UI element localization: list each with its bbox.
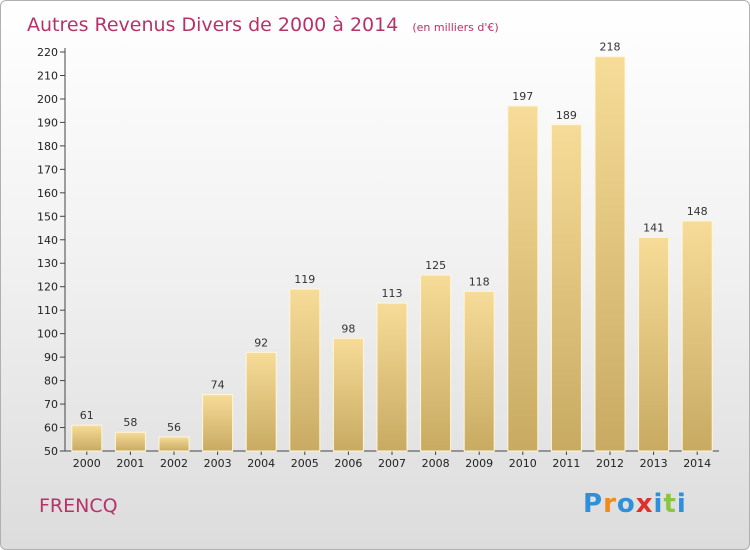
y-tick-label: 140: [37, 234, 58, 247]
x-tick-label: 2013: [640, 457, 668, 470]
x-tick-label: 2010: [509, 457, 537, 470]
axes: 50 60 70 80 90 100 110 120 130 140 150 160 170 180 190…: [37, 46, 719, 470]
bars: 61 58 56 74 92 119 98 113 125 118 197 189 218 141 148: [71, 41, 713, 452]
logo-letter: x: [635, 489, 654, 519]
y-tick-label: 50: [44, 445, 58, 458]
y-tick-label: 90: [44, 351, 58, 364]
chart-title-main: Autres Revenus Divers de 2000 à 2014: [27, 14, 398, 36]
data-label: 98: [341, 322, 355, 335]
proxiti-logo[interactable]: Proxiti: [583, 489, 687, 519]
data-label: 58: [123, 416, 137, 429]
y-tick-label: 180: [37, 140, 58, 153]
data-label: 74: [211, 379, 225, 392]
y-tick-label: 150: [37, 210, 58, 223]
logo-letter: i: [653, 489, 664, 519]
bar: [71, 424, 103, 452]
data-label: 218: [600, 41, 621, 54]
data-label: 61: [80, 409, 94, 422]
x-tick-label: 2003: [204, 457, 232, 470]
bar: [594, 56, 626, 452]
x-tick-label: 2009: [465, 457, 493, 470]
bar: [158, 436, 190, 452]
data-label: 125: [425, 259, 446, 272]
bar: [376, 302, 408, 452]
data-label: 92: [254, 336, 268, 349]
y-tick-label: 200: [37, 93, 58, 106]
y-tick-label: 220: [37, 46, 58, 59]
x-tick-label: 2005: [291, 457, 319, 470]
x-tick-label: 2011: [552, 457, 580, 470]
x-tick-label: 2004: [247, 457, 275, 470]
x-tick-label: 2014: [683, 457, 711, 470]
chart-title-unit: (en milliers d'€): [412, 21, 498, 34]
bar: [463, 290, 495, 452]
logo-letter: r: [603, 489, 617, 519]
bar: [420, 274, 452, 452]
y-tick-label: 60: [44, 422, 58, 435]
commune-name: FRENCQ: [39, 495, 118, 517]
y-tick-label: 160: [37, 187, 58, 200]
logo-letter: P: [583, 489, 604, 519]
y-tick-label: 210: [37, 69, 58, 82]
y-tick-label: 70: [44, 398, 58, 411]
bar: [550, 124, 582, 452]
y-tick-label: 130: [37, 257, 58, 270]
bar: [245, 351, 277, 452]
logo-letter: i: [676, 489, 687, 519]
bar: [332, 337, 364, 452]
data-label: 56: [167, 421, 181, 434]
x-tick-label: 2008: [422, 457, 450, 470]
x-tick-label: 2006: [334, 457, 362, 470]
data-label: 118: [469, 275, 490, 288]
y-tick-label: 120: [37, 281, 58, 294]
data-label: 119: [294, 273, 315, 286]
x-tick-label: 2012: [596, 457, 624, 470]
chart-title: Autres Revenus Divers de 2000 à 2014 (en…: [27, 14, 499, 36]
y-tick-label: 170: [37, 163, 58, 176]
x-tick-label: 2001: [116, 457, 144, 470]
data-label: 113: [382, 287, 403, 300]
x-tick-label: 2000: [73, 457, 101, 470]
y-tick-label: 190: [37, 116, 58, 129]
data-label: 148: [687, 205, 708, 218]
bar: [114, 431, 146, 452]
data-label: 189: [556, 109, 577, 122]
bar: [507, 105, 539, 452]
data-label: 141: [643, 221, 664, 234]
y-tick-label: 110: [37, 304, 58, 317]
logo-letter: t: [663, 489, 677, 519]
y-tick-label: 80: [44, 375, 58, 388]
x-tick-label: 2007: [378, 457, 406, 470]
bar: [202, 394, 234, 452]
bar: [681, 220, 713, 452]
bar: [638, 236, 670, 452]
bar: [289, 288, 321, 452]
data-label: 197: [512, 90, 533, 103]
x-tick-label: 2002: [160, 457, 188, 470]
logo-letter: o: [616, 489, 636, 519]
y-tick-label: 100: [37, 328, 58, 341]
